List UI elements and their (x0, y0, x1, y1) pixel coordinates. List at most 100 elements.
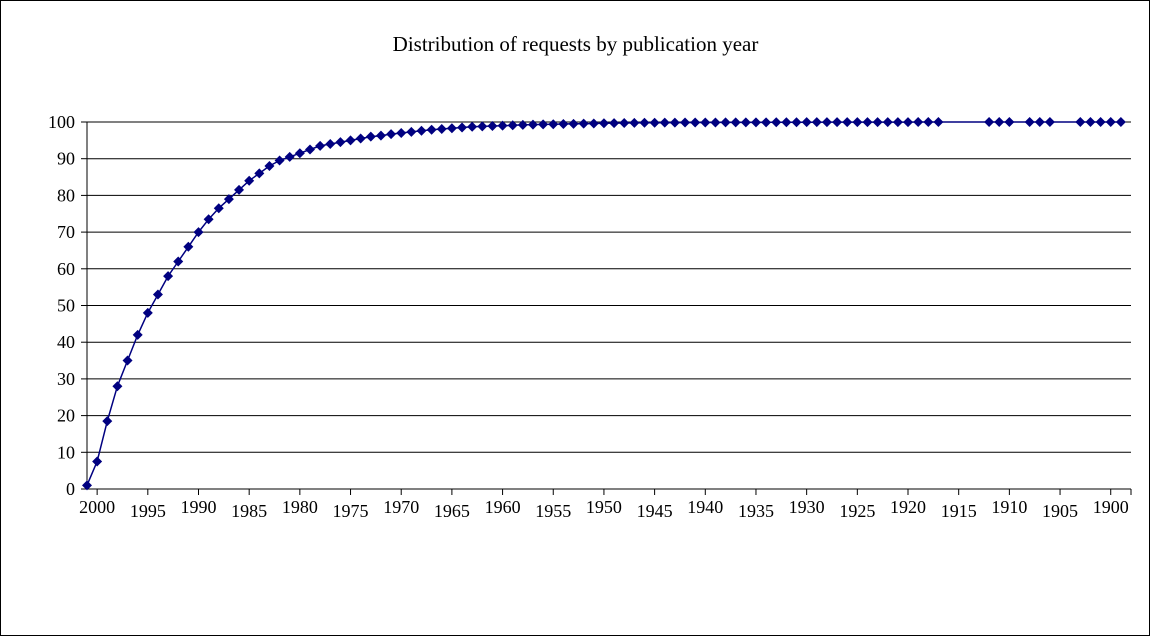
data-point (1105, 117, 1116, 127)
y-tick-label: 20 (57, 406, 75, 426)
data-point (984, 117, 995, 128)
data-point (862, 117, 873, 128)
chart-title: Distribution of requests by publication … (392, 32, 759, 56)
data-point (426, 124, 437, 135)
y-tick-label: 100 (48, 112, 75, 132)
data-point (639, 117, 650, 128)
data-point (1034, 117, 1045, 127)
data-point (933, 117, 944, 128)
y-tick-label: 60 (57, 259, 75, 279)
data-point (710, 117, 721, 128)
data-point (821, 117, 832, 128)
data-point (345, 135, 356, 146)
x-tick-label: 1935 (738, 501, 774, 521)
data-point (304, 144, 315, 155)
data-point (903, 117, 914, 128)
data-point (102, 416, 113, 427)
data-point (183, 241, 194, 252)
data-point (761, 117, 772, 128)
data-point (598, 118, 609, 129)
x-tick-label: 1930 (789, 497, 825, 517)
data-point (254, 168, 265, 179)
data-point (720, 117, 731, 128)
data-point (132, 329, 143, 340)
data-point (274, 155, 285, 166)
data-point (1004, 117, 1015, 128)
data-point (568, 118, 579, 129)
data-point (294, 148, 305, 159)
data-point (832, 117, 843, 128)
data-point (680, 117, 691, 128)
y-tick-label: 70 (57, 222, 75, 242)
data-point (1024, 117, 1035, 127)
data-point (619, 118, 630, 129)
data-point (193, 227, 204, 238)
data-point (355, 133, 366, 144)
x-tick-label: 1960 (485, 497, 521, 517)
data-point (1075, 117, 1086, 127)
data-point (507, 120, 518, 131)
x-tick-label: 1990 (180, 497, 216, 517)
data-point (315, 140, 326, 151)
data-point (386, 129, 397, 140)
data-point (872, 117, 883, 128)
x-tick-label: 1920 (890, 497, 926, 517)
data-point (335, 137, 346, 148)
data-point (457, 122, 468, 133)
x-tick-label: 1900 (1093, 497, 1129, 517)
x-tick-label: 1925 (839, 501, 875, 521)
x-tick-label: 1905 (1042, 501, 1078, 521)
y-tick-label: 40 (57, 332, 75, 352)
data-point (882, 117, 893, 128)
data-point (771, 117, 782, 128)
data-point (122, 355, 133, 366)
data-point (163, 271, 174, 282)
data-point (152, 289, 163, 300)
data-point (244, 175, 255, 186)
data-point (142, 307, 153, 318)
y-tick-label: 10 (57, 442, 75, 462)
data-point (416, 125, 427, 136)
data-point (811, 117, 822, 128)
data-point (112, 381, 123, 392)
data-point (669, 117, 680, 128)
y-tick-label: 80 (57, 185, 75, 205)
data-point (234, 184, 245, 195)
data-point (365, 131, 376, 142)
data-point (375, 130, 386, 141)
x-tick-label: 1965 (434, 501, 470, 521)
data-point (578, 118, 589, 129)
data-point (527, 119, 538, 130)
data-point (700, 117, 711, 128)
data-point (1115, 117, 1126, 127)
data-point (223, 194, 234, 205)
data-point (406, 126, 417, 137)
data-point (791, 117, 802, 128)
x-tick-label: 1975 (333, 501, 369, 521)
data-point (892, 117, 903, 128)
x-tick-label: 1915 (941, 501, 977, 521)
data-point (923, 117, 934, 128)
data-point (92, 456, 103, 467)
series-line (86, 121, 1121, 486)
data-point (781, 117, 792, 128)
data-point (558, 119, 569, 130)
data-point (629, 117, 640, 128)
data-point (690, 117, 701, 128)
data-point (852, 117, 863, 128)
data-point (325, 139, 336, 150)
data-point (82, 480, 92, 491)
data-point (750, 117, 761, 128)
data-point (1095, 117, 1106, 127)
x-tick-label: 1950 (586, 497, 622, 517)
data-point (649, 117, 660, 128)
data-point (609, 118, 620, 129)
data-point (913, 117, 924, 128)
data-point (173, 256, 184, 267)
data-point (730, 117, 741, 128)
x-tick-label: 1995 (130, 501, 166, 521)
data-point (396, 128, 407, 139)
data-point (436, 123, 447, 134)
